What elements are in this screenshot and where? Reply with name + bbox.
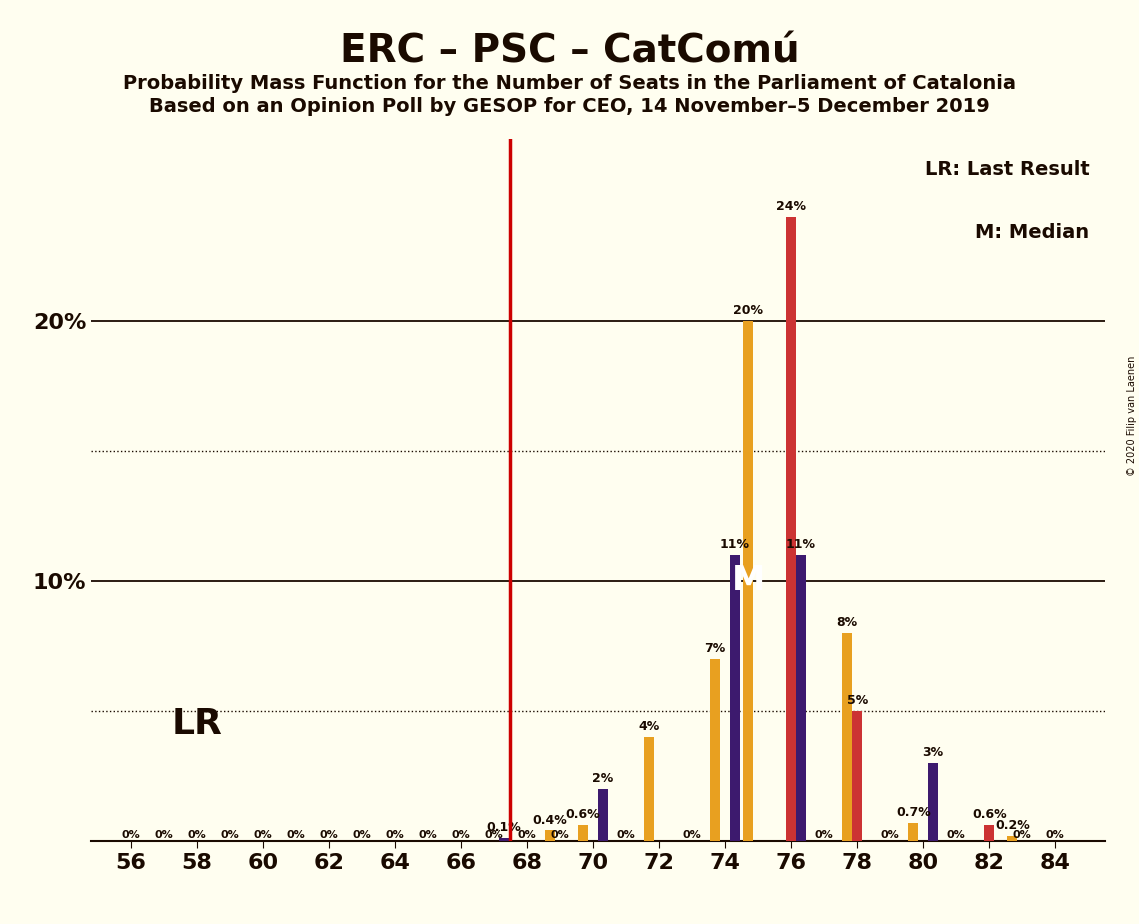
Text: 0%: 0% xyxy=(1013,830,1032,840)
Text: 0.6%: 0.6% xyxy=(566,808,600,821)
Text: 0%: 0% xyxy=(484,830,503,840)
Bar xyxy=(1007,835,1017,841)
Bar xyxy=(796,554,806,841)
Text: Probability Mass Function for the Number of Seats in the Parliament of Catalonia: Probability Mass Function for the Number… xyxy=(123,74,1016,93)
Text: 0%: 0% xyxy=(319,830,338,840)
Text: 0%: 0% xyxy=(814,830,834,840)
Bar xyxy=(579,825,588,841)
Text: 0%: 0% xyxy=(418,830,437,840)
Text: 0%: 0% xyxy=(682,830,702,840)
Text: 0%: 0% xyxy=(616,830,636,840)
Text: 20%: 20% xyxy=(734,304,763,317)
Text: 0%: 0% xyxy=(1046,830,1065,840)
Text: 11%: 11% xyxy=(786,538,816,551)
Text: 0.4%: 0.4% xyxy=(533,813,567,827)
Text: M: M xyxy=(731,565,765,597)
Text: © 2020 Filip van Laenen: © 2020 Filip van Laenen xyxy=(1126,356,1137,476)
Bar xyxy=(744,321,753,841)
Bar xyxy=(711,659,720,841)
Text: 8%: 8% xyxy=(837,616,858,629)
Bar xyxy=(909,822,918,841)
Text: Based on an Opinion Poll by GESOP for CEO, 14 November–5 December 2019: Based on an Opinion Poll by GESOP for CE… xyxy=(149,97,990,116)
Text: 0%: 0% xyxy=(385,830,404,840)
Text: 11%: 11% xyxy=(720,538,749,551)
Text: 0%: 0% xyxy=(155,830,173,840)
Bar xyxy=(730,554,740,841)
Text: 0%: 0% xyxy=(880,830,900,840)
Text: 24%: 24% xyxy=(776,200,806,213)
Text: 0%: 0% xyxy=(550,830,570,840)
Text: 0%: 0% xyxy=(451,830,470,840)
Bar xyxy=(852,711,862,841)
Text: ERC – PSC – CatComú: ERC – PSC – CatComú xyxy=(339,32,800,70)
Text: 0%: 0% xyxy=(352,830,371,840)
Text: 0%: 0% xyxy=(517,830,536,840)
Text: 0%: 0% xyxy=(287,830,305,840)
Text: 3%: 3% xyxy=(923,746,944,759)
Bar xyxy=(928,763,939,841)
Bar xyxy=(546,831,555,841)
Text: 0.7%: 0.7% xyxy=(896,806,931,819)
Bar xyxy=(843,633,852,841)
Text: 7%: 7% xyxy=(705,642,726,655)
Text: 0.6%: 0.6% xyxy=(972,808,1007,821)
Bar xyxy=(984,825,994,841)
Text: 2%: 2% xyxy=(592,772,614,784)
Bar xyxy=(499,838,509,841)
Bar xyxy=(598,789,608,841)
Text: 0%: 0% xyxy=(221,830,239,840)
Text: M: Median: M: Median xyxy=(975,223,1090,242)
Text: 0.1%: 0.1% xyxy=(486,821,522,834)
Text: 4%: 4% xyxy=(639,720,659,733)
Text: 0%: 0% xyxy=(947,830,966,840)
Text: LR: Last Result: LR: Last Result xyxy=(925,160,1090,178)
Bar xyxy=(645,736,654,841)
Text: 0%: 0% xyxy=(188,830,206,840)
Text: 0%: 0% xyxy=(254,830,272,840)
Text: 0.2%: 0.2% xyxy=(995,819,1030,832)
Text: 5%: 5% xyxy=(846,694,868,707)
Text: 0%: 0% xyxy=(122,830,140,840)
Bar xyxy=(786,216,796,841)
Text: LR: LR xyxy=(171,707,222,741)
